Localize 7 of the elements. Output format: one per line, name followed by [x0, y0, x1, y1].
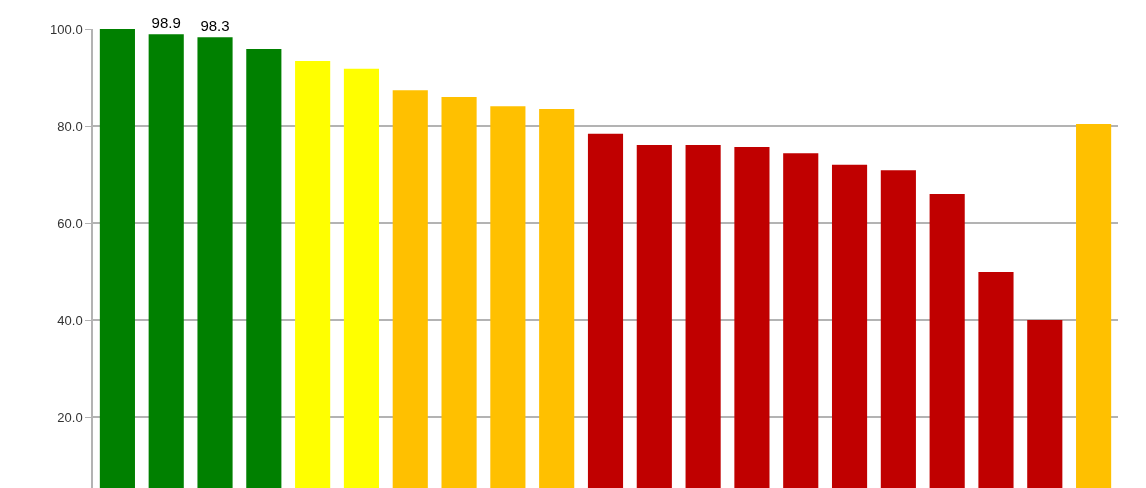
y-tick-label: 60.0 — [57, 215, 83, 231]
y-tick-label: 40.0 — [57, 312, 83, 328]
data-label: 98.3 — [200, 17, 230, 35]
data-label: 98.9 — [151, 14, 181, 32]
y-tick-label: 20.0 — [57, 409, 83, 425]
y-tick-label: 100.0 — [50, 21, 83, 37]
y-tick-label: 80.0 — [57, 118, 83, 134]
